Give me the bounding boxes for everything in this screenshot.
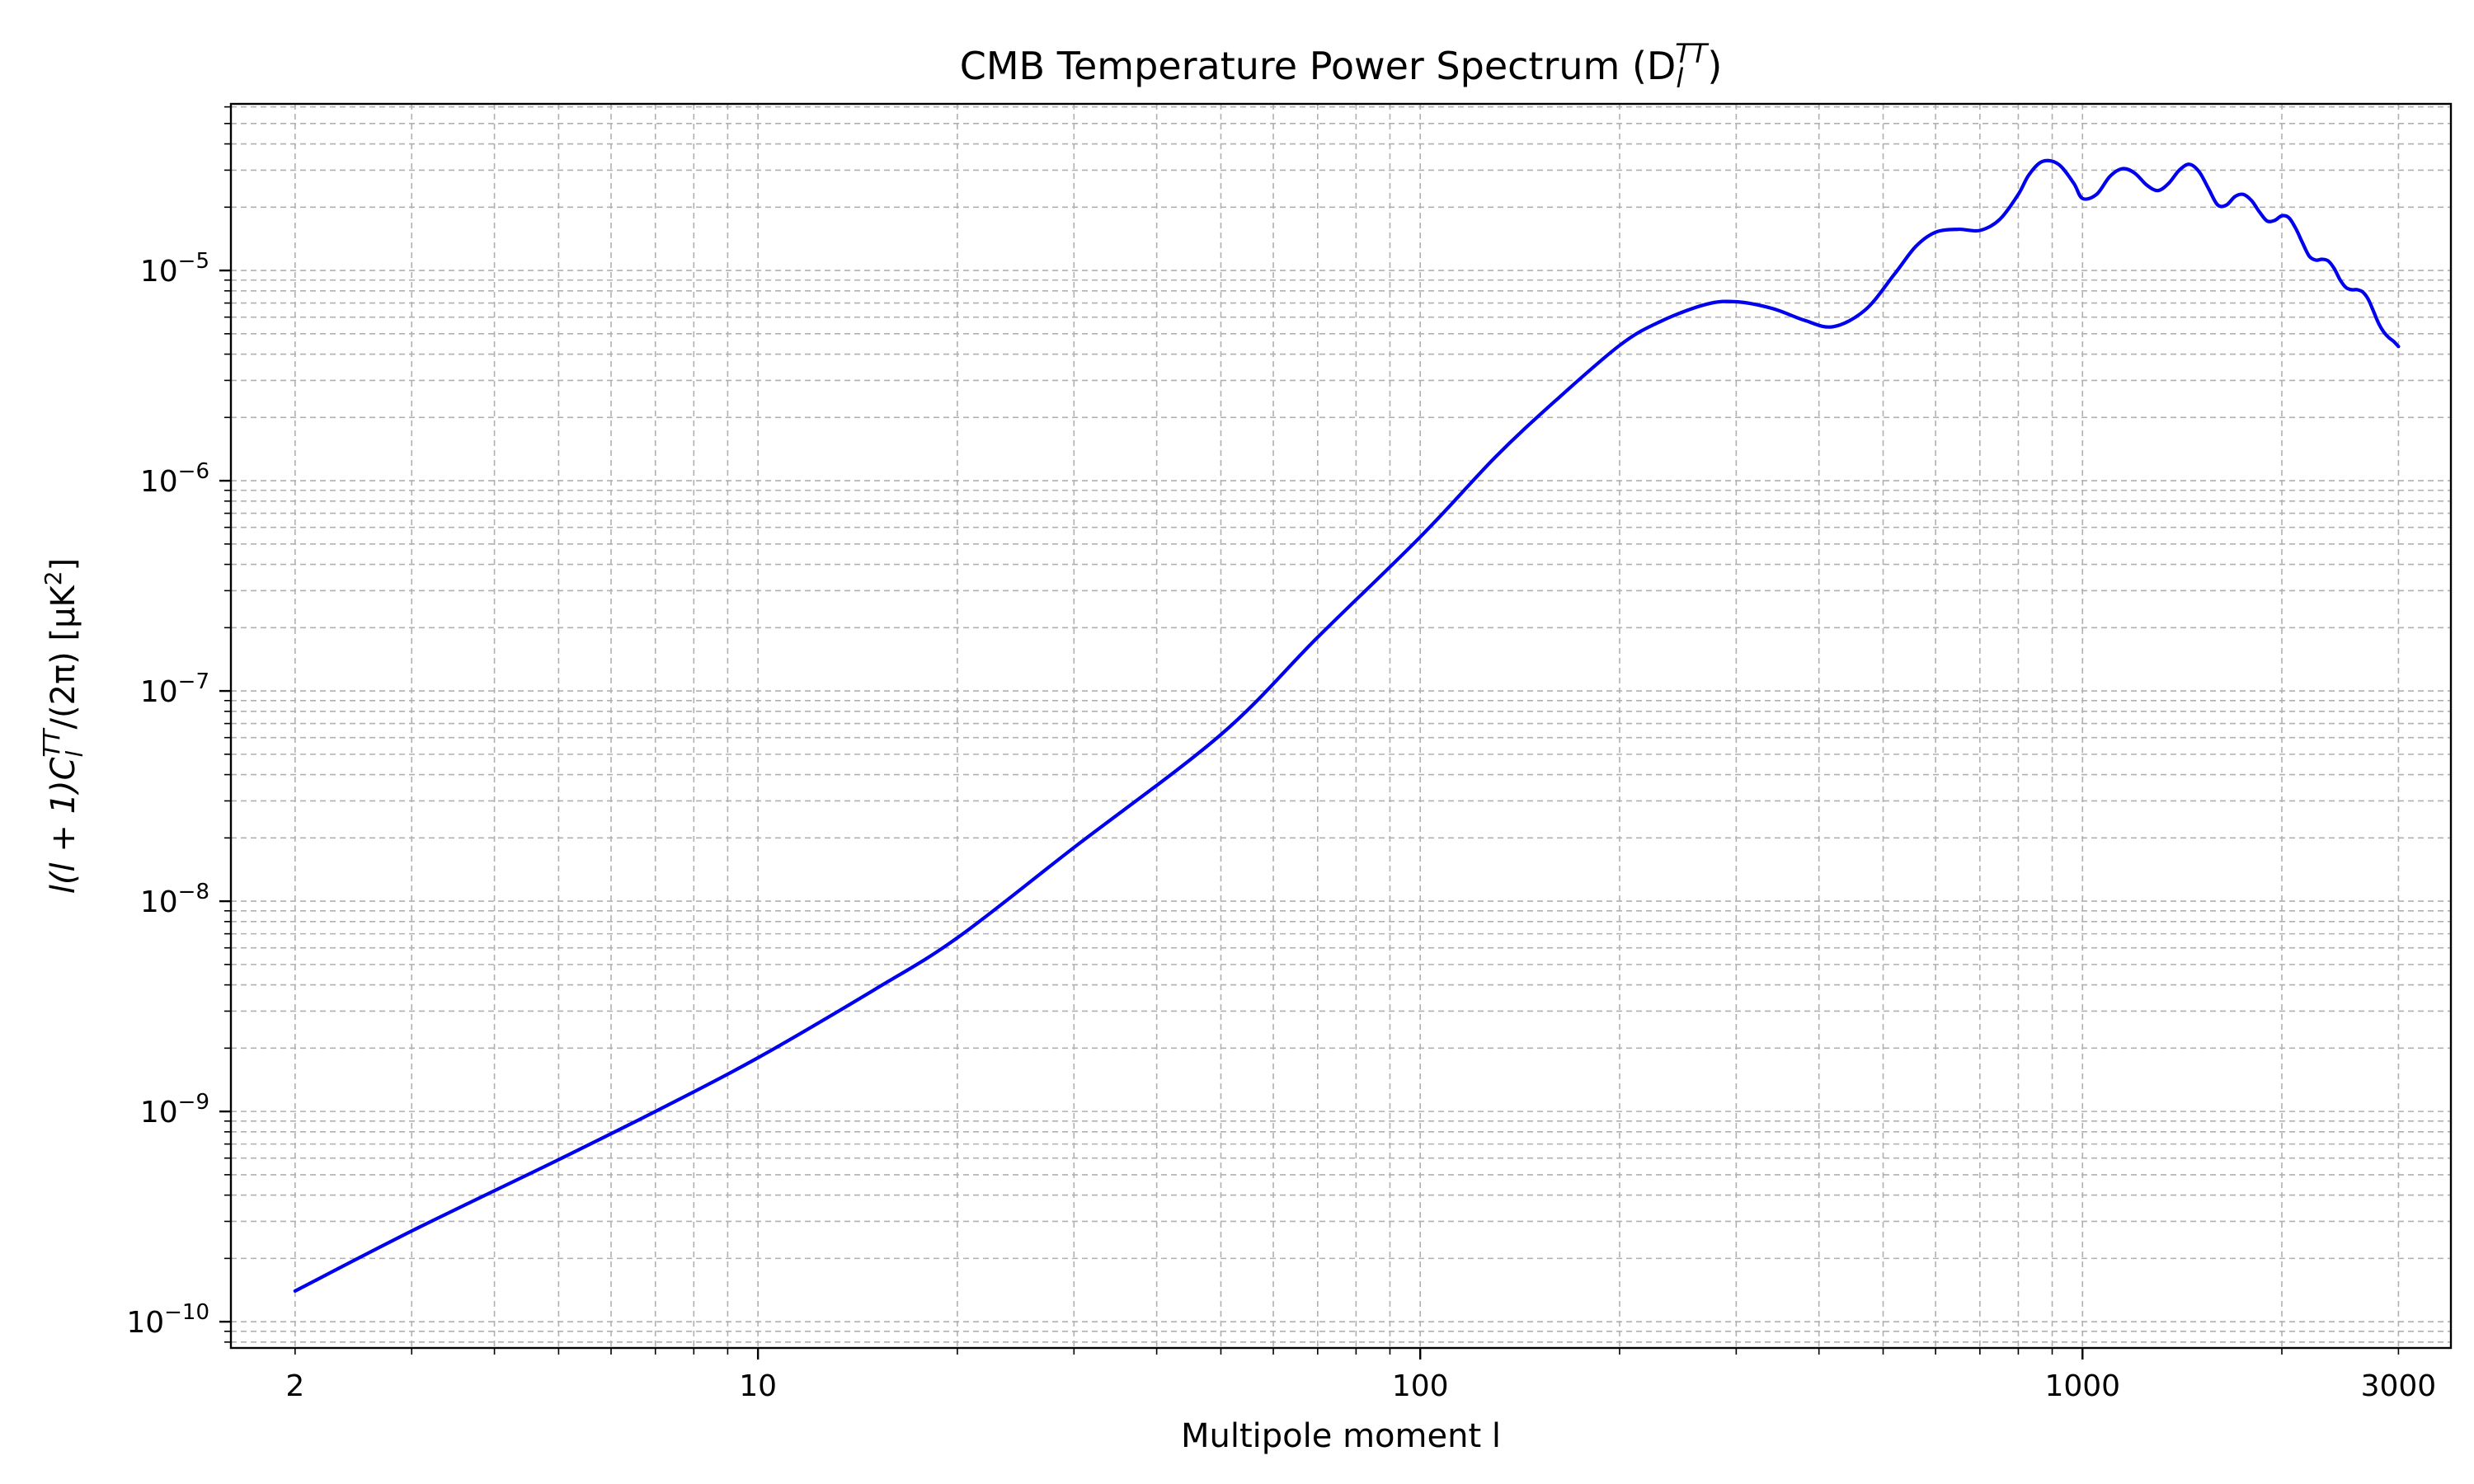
y-axis-label-sup: TT — [38, 728, 65, 758]
series-line-0 — [293, 158, 2401, 1293]
y-tick-label: 10−8 — [140, 880, 209, 919]
x-tick-label: 3000 — [2361, 1369, 2437, 1403]
y-tick-label: 10−6 — [140, 459, 209, 499]
chart-title-close: ) — [1707, 44, 1722, 88]
y-axis-label: l(l + 1)ClTT/(2π) [μK2] — [38, 558, 88, 894]
chart-title: CMB Temperature Power Spectrum (DlTT) — [960, 38, 1723, 94]
x-tick-label: 2 — [285, 1369, 304, 1403]
series-layer — [293, 158, 2401, 1293]
grid — [231, 104, 2451, 1348]
y-tick-label: 10−7 — [140, 669, 209, 709]
y-axis-label-part-3: ] — [45, 558, 82, 571]
y-axis-label-part-2: /(2π) [μK — [45, 584, 82, 729]
chart-title-superscript: TT — [1675, 38, 1710, 69]
ticks: 2 10 100 1000 3000 10−10 10−9 10−8 10−7 10−6 10−5 — [126, 106, 2437, 1403]
axes-frame — [229, 102, 2453, 1350]
x-tick-label: 1000 — [2044, 1369, 2120, 1403]
y-axis-label-sub: l — [61, 750, 88, 757]
y-tick-label: 10−9 — [140, 1090, 209, 1129]
chart-title-main: CMB Temperature Power Spectrum (D — [960, 44, 1677, 88]
x-tick-label: 100 — [1392, 1369, 1449, 1403]
chart-title-subscript: l — [1676, 63, 1683, 94]
x-tick-label: 10 — [739, 1369, 777, 1403]
y-axis-label-sup-2: 2 — [40, 571, 67, 585]
y-tick-label: 10−10 — [126, 1300, 209, 1340]
x-axis-label: Multipole moment l — [1181, 1417, 1501, 1455]
y-axis-label-part-1: l(l + 1)C — [45, 757, 82, 894]
y-tick-label: 10−5 — [140, 249, 209, 289]
